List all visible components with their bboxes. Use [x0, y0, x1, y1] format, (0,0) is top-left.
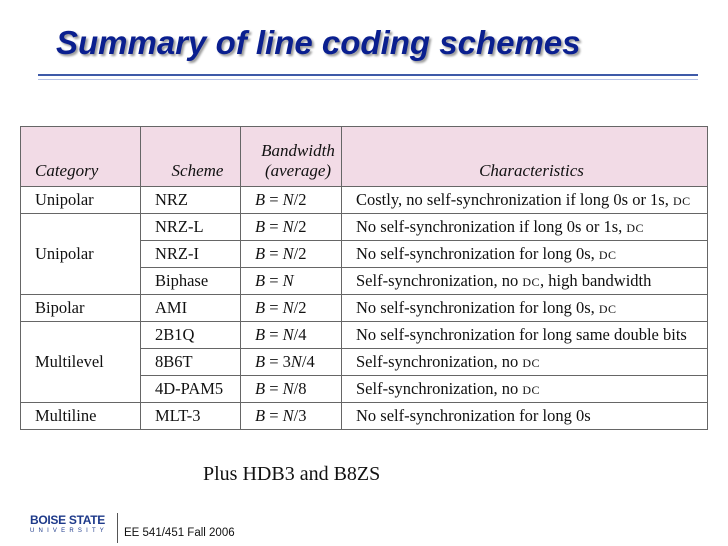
footer-divider: [117, 513, 118, 543]
line-coding-table: Category Scheme Bandwidth (average) Char…: [20, 126, 708, 430]
cell-characteristics: No self-synchronization for long 0s, DC: [341, 240, 708, 268]
cell-bandwidth: B = N: [240, 267, 342, 295]
cell-bandwidth: B = N/2: [240, 294, 342, 322]
header-bandwidth-line2: (average): [264, 161, 332, 180]
header-characteristics: Characteristics: [341, 126, 708, 187]
table-row: Unipolar NRZ-L B = N/2 No self-synchroni…: [20, 213, 708, 295]
cell-bandwidth: B = N/2: [240, 213, 342, 241]
course-footer: EE 541/451 Fall 2006: [124, 527, 235, 539]
cell-characteristics: No self-synchronization if long 0s or 1s…: [341, 213, 708, 241]
cell-scheme: Biphase: [140, 267, 241, 295]
table-row: 8B6T B = 3N/4 Self-synchronization, no D…: [21, 348, 708, 376]
header-bandwidth-line1: Bandwidth: [261, 141, 335, 160]
cell-category: Multiline: [20, 402, 141, 430]
cell-bandwidth: B = N/4: [240, 321, 342, 349]
cell-characteristics: Self-synchronization, no DC, high bandwi…: [341, 267, 708, 295]
logo-wordmark: BOISE STATE: [30, 513, 110, 527]
cell-characteristics: No self-synchronization for long 0s, DC: [341, 294, 708, 322]
cell-characteristics: Self-synchronization, no DC: [341, 375, 708, 403]
cell-characteristics: Costly, no self-synchronization if long …: [341, 186, 708, 214]
table-row: Multiline MLT-3 B = N/3 No self-synchron…: [20, 402, 708, 430]
table-row: Unipolar NRZ B = N/2 Costly, no self-syn…: [20, 186, 708, 214]
cell-characteristics: Self-synchronization, no DC: [341, 348, 708, 376]
cell-bandwidth: B = 3N/4: [240, 348, 342, 376]
cell-category: Bipolar: [20, 294, 141, 322]
logo-subtitle: UNIVERSITY: [30, 528, 109, 534]
cell-characteristics: No self-synchronization for long same do…: [341, 321, 708, 349]
slide-title: Summary of line coding schemes: [56, 24, 581, 61]
header-scheme: Scheme: [140, 126, 241, 187]
cell-scheme: NRZ-I: [140, 240, 241, 268]
cell-scheme: 8B6T: [140, 348, 241, 376]
cell-bandwidth: B = N/8: [240, 375, 342, 403]
table-row: Biphase B = N Self-synchronization, no D…: [21, 267, 708, 295]
cell-bandwidth: B = N/2: [240, 186, 342, 214]
cell-scheme: AMI: [140, 294, 241, 322]
table-row: Multilevel 2B1Q B = N/4 No self-synchron…: [20, 321, 708, 403]
cell-scheme: 4D-PAM5: [140, 375, 241, 403]
cell-scheme: 2B1Q: [140, 321, 241, 349]
cell-scheme: NRZ-L: [140, 213, 241, 241]
header-bandwidth: Bandwidth (average): [240, 126, 342, 187]
header-category: Category: [20, 126, 141, 187]
cell-bandwidth: B = N/3: [240, 402, 342, 430]
table-header-row: Category Scheme Bandwidth (average) Char…: [20, 126, 708, 187]
cell-category: Unipolar: [20, 213, 141, 295]
university-logo: BOISE STATE UNIVERSITY: [30, 513, 110, 534]
cell-category: Unipolar: [20, 186, 141, 214]
cell-category: Multilevel: [20, 321, 141, 403]
title-underline: [38, 74, 698, 76]
cell-characteristics: No self-synchronization for long 0s: [341, 402, 708, 430]
cell-scheme: NRZ: [140, 186, 241, 214]
additional-schemes-note: Plus HDB3 and B8ZS: [203, 463, 381, 485]
logo-name: BOISE STATE: [30, 513, 105, 527]
title-underline-thin: [38, 79, 698, 80]
cell-bandwidth: B = N/2: [240, 240, 342, 268]
table-row: Bipolar AMI B = N/2 No self-synchronizat…: [20, 294, 708, 322]
cell-scheme: MLT-3: [140, 402, 241, 430]
